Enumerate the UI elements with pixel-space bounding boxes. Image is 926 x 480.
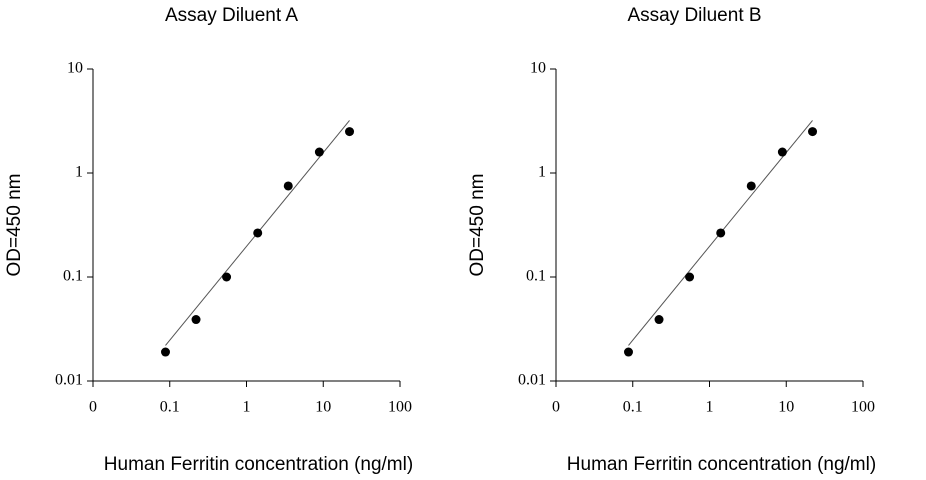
data-point — [160, 347, 170, 357]
y-tick-label: 0.1 — [526, 268, 546, 285]
y-tick-label: 1 — [75, 164, 83, 181]
x-tick-label: 1 — [243, 399, 251, 416]
data-point — [746, 181, 756, 191]
data-point — [716, 228, 726, 238]
y-tick-label: 1 — [538, 164, 546, 181]
data-point — [253, 228, 263, 238]
x-axis-label: Human Ferritin concentration (ng/ml) — [104, 454, 413, 475]
x-tick-label: 0 — [89, 399, 97, 416]
y-axis-label: OD=450 nm — [4, 174, 25, 277]
data-point — [654, 315, 664, 325]
y-tick-label: 0.01 — [55, 372, 83, 389]
data-point — [685, 272, 695, 282]
data-point — [777, 147, 787, 157]
x-tick-label: 0 — [552, 399, 560, 416]
data-point — [283, 181, 293, 191]
x-tick-label: 10 — [778, 399, 794, 416]
y-tick-label: 10 — [530, 60, 546, 77]
data-point — [623, 347, 633, 357]
x-tick-label: 100 — [388, 399, 412, 416]
x-tick-label: 10 — [315, 399, 331, 416]
y-tick-label: 0.1 — [63, 268, 83, 285]
y-axis-label: OD=450 nm — [467, 174, 488, 277]
data-point — [808, 127, 818, 137]
chart-title: Assay Diluent B — [627, 5, 761, 26]
x-tick-label: 100 — [851, 399, 875, 416]
data-point — [191, 315, 201, 325]
x-tick-label: 0.1 — [160, 399, 180, 416]
data-point — [222, 272, 232, 282]
y-tick-label: 0.01 — [518, 372, 546, 389]
x-axis-label: Human Ferritin concentration (ng/ml) — [567, 454, 876, 475]
x-tick-label: 1 — [706, 399, 714, 416]
y-tick-label: 10 — [67, 60, 83, 77]
data-point — [345, 127, 355, 137]
data-point — [314, 147, 324, 157]
chart-title: Assay Diluent A — [165, 5, 298, 26]
x-tick-label: 0.1 — [623, 399, 643, 416]
